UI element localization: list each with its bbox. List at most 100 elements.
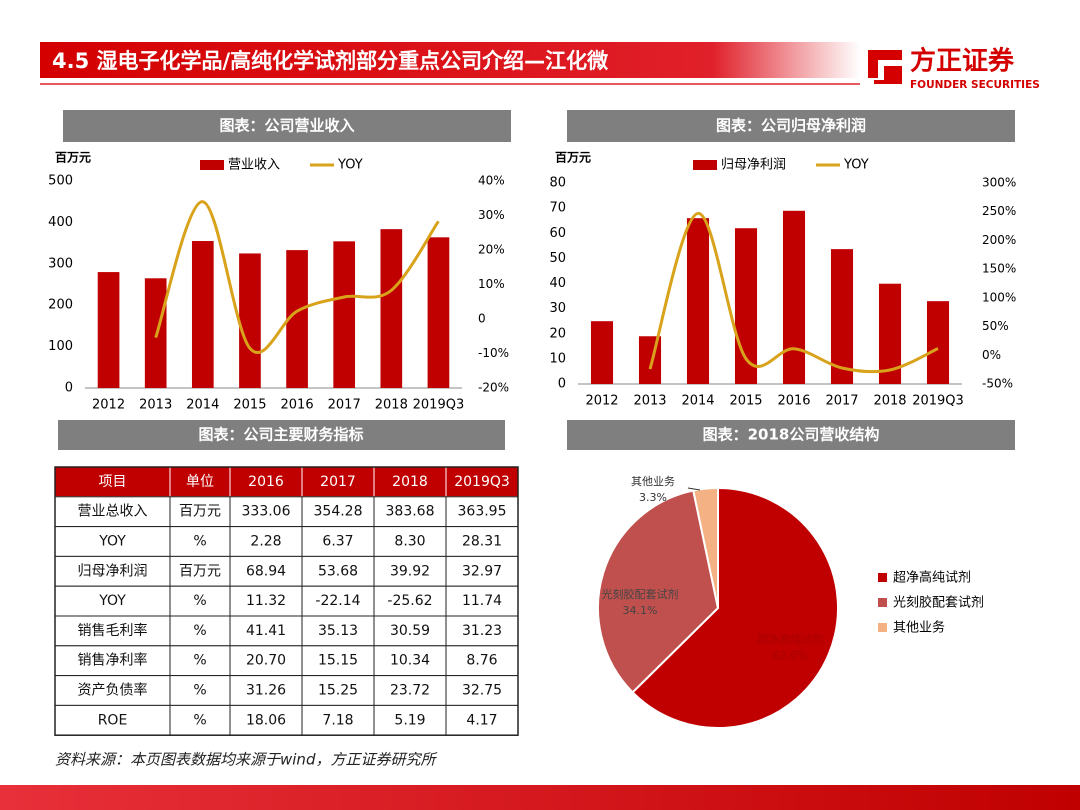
slice-label: 光刻胶配套试剂 — [602, 587, 679, 601]
legend-label: YOY — [337, 158, 363, 173]
bar — [830, 249, 854, 384]
bar — [191, 241, 214, 388]
x-tick-label: 2016 — [281, 398, 314, 413]
bar — [97, 272, 120, 388]
logo: 方正证券 FOUNDER SECURITIES — [868, 46, 1040, 91]
legend-label: 其他业务 — [893, 620, 945, 636]
table-cell — [169, 585, 231, 617]
table-cell — [373, 526, 447, 557]
table-text: 31.23 — [462, 623, 502, 639]
header-bar — [40, 42, 860, 78]
table-text: 28.31 — [462, 534, 502, 550]
logo-sub: FOUNDER SECURITIES — [910, 79, 1040, 91]
slice-label: 超净高纯试剂 — [757, 632, 823, 646]
y2-tick-label: 250% — [982, 204, 1016, 218]
table-text: 7.18 — [322, 712, 353, 728]
table-text: 11.32 — [246, 593, 286, 609]
y2-tick-label: 300% — [982, 176, 1016, 190]
table-border — [54, 466, 519, 736]
table-text: -22.14 — [315, 593, 360, 609]
table-text: 23.72 — [390, 683, 430, 699]
table-text: 营业总收入 — [78, 504, 148, 520]
table-text: 百万元 — [179, 563, 221, 579]
table-text: 18.06 — [246, 712, 286, 728]
table-cell — [301, 645, 375, 677]
table-cell — [54, 555, 171, 587]
x-tick-label: 2015 — [233, 398, 266, 413]
chart-title: 图表：2018公司营收结构 — [703, 426, 880, 444]
table-cell — [229, 496, 303, 528]
table-cell — [445, 675, 519, 706]
bar — [926, 301, 950, 384]
bar — [427, 237, 450, 388]
line — [154, 200, 440, 354]
table-text: 31.26 — [246, 683, 286, 699]
table-text: 归母净利润 — [78, 562, 148, 579]
table-cell — [229, 555, 303, 587]
table-text: 30.59 — [390, 623, 430, 639]
table-cell — [229, 526, 303, 557]
x-tick-label: 2012 — [585, 394, 618, 409]
y2-tick-label: 0 — [478, 312, 486, 326]
table-header: 2017 — [320, 474, 356, 490]
legend-marker — [878, 598, 887, 607]
y-tick-label: 40 — [549, 276, 566, 291]
table-text: 53.68 — [318, 563, 358, 579]
table-cell — [445, 526, 519, 557]
y2-tick-label: -50% — [982, 377, 1013, 391]
table-cell — [373, 704, 447, 736]
table-text: 383.68 — [386, 504, 435, 520]
slice-label: 其他业务 — [631, 475, 675, 488]
y2-tick-label: 150% — [982, 262, 1016, 276]
header-title: 4.5 湿电子化学品/高纯化学试剂部分重点公司介绍—江化微 — [52, 49, 609, 73]
pie-slice — [692, 486, 719, 609]
table-text: -25.62 — [387, 593, 432, 609]
table-text: 68.94 — [246, 563, 286, 579]
table-cell — [445, 704, 519, 736]
table-cell — [229, 704, 303, 736]
y-axis-unit: 百万元 — [555, 151, 591, 165]
chart-title: 图表：公司归母净利润 — [716, 117, 866, 135]
x-tick-label: 2016 — [777, 394, 810, 409]
table-cell — [229, 645, 303, 677]
table-cell — [229, 585, 303, 617]
y2-tick-label: 40% — [478, 174, 505, 188]
x-tick-label: 2014 — [186, 398, 219, 413]
table-text: % — [193, 623, 206, 639]
table-cell — [445, 496, 519, 528]
table-text: % — [193, 534, 206, 550]
bar — [380, 229, 403, 388]
y2-tick-label: 0% — [982, 348, 1001, 362]
title-bar — [567, 110, 1015, 142]
table-header: 2018 — [392, 474, 428, 490]
table-text: % — [193, 712, 206, 728]
legend-label: 归母净利润 — [721, 158, 786, 173]
table-text: 10.34 — [390, 653, 430, 669]
y2-tick-label: 20% — [478, 243, 505, 257]
y-tick-label: 500 — [48, 174, 73, 189]
table-cell — [169, 555, 231, 587]
bar — [333, 241, 356, 388]
bar — [590, 321, 614, 384]
line — [648, 211, 939, 374]
bar — [286, 250, 308, 388]
bar — [239, 253, 261, 388]
table-text: 32.75 — [462, 683, 502, 699]
table-text: % — [193, 653, 206, 669]
y2-tick-label: 100% — [982, 290, 1016, 304]
legend-label: 超净高纯试剂 — [893, 570, 971, 586]
x-tick-label: 2015 — [729, 394, 762, 409]
y2-tick-label: -20% — [478, 381, 509, 395]
table-text: 363.95 — [458, 504, 507, 520]
y-tick-label: 20 — [549, 326, 566, 341]
bar — [782, 210, 806, 384]
table-text: 资产负债率 — [78, 682, 148, 699]
table-text: 6.37 — [322, 534, 353, 550]
table-text: 15.25 — [318, 683, 358, 699]
x-tick-label: 2018 — [873, 394, 906, 409]
table-text: 4.17 — [466, 712, 497, 728]
y-tick-label: 30 — [549, 301, 566, 316]
y-tick-label: 50 — [549, 251, 566, 266]
legend-marker — [878, 623, 887, 632]
y-tick-label: 0 — [558, 377, 566, 392]
